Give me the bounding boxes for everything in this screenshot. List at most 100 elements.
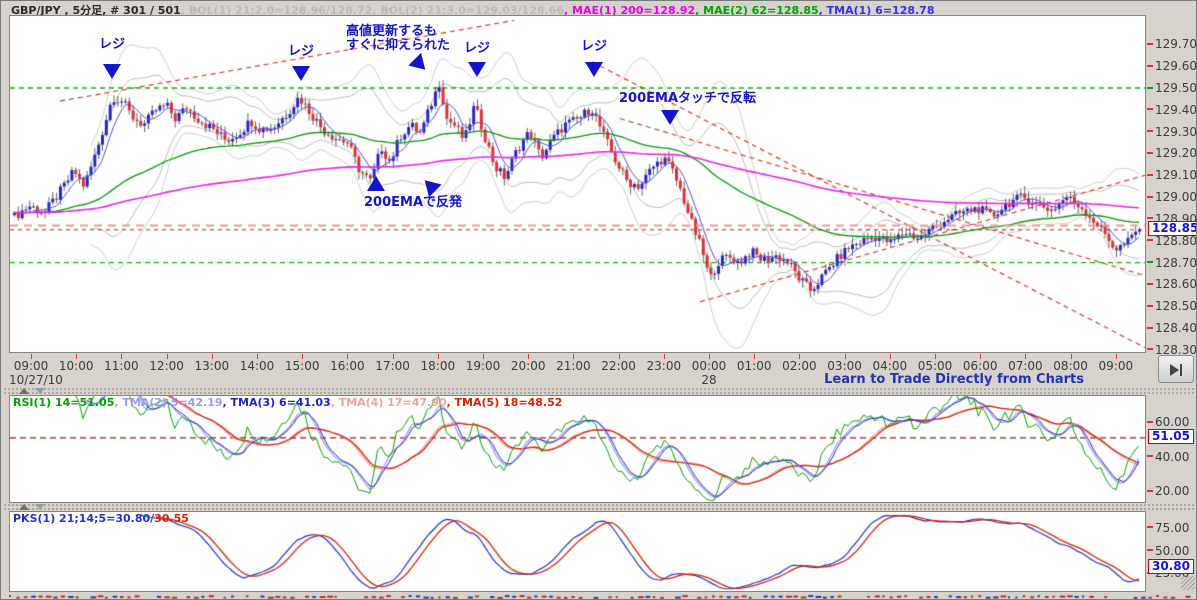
time-tick: [573, 354, 575, 359]
pks-current-box: 30.80: [1148, 558, 1194, 574]
time-tick: [1115, 354, 1117, 359]
legend-segment: , TMA(2) 5=42.19: [114, 396, 223, 409]
arrow-marker-down: [661, 110, 679, 125]
price-tick-label: 129.30: [1147, 125, 1196, 139]
time-label: 18:00: [420, 359, 456, 373]
price-tick-label: 128.40: [1147, 321, 1196, 335]
chart-annotation-text: レジ: [98, 37, 126, 52]
price-tick-label: 128.30: [1147, 343, 1196, 357]
main-chart-legend: GBP/JPY , 5分足, # 301 / 501, BOL(1) 21;2.…: [11, 2, 935, 17]
rsi-canvas[interactable]: [10, 396, 1145, 502]
jump-to-latest-button[interactable]: [1158, 355, 1194, 383]
time-tick: [257, 354, 258, 359]
time-tick: [935, 354, 936, 359]
price-tick-label: 129.70: [1147, 37, 1196, 51]
time-label: 03:00: [827, 359, 862, 373]
time-tick: [844, 354, 846, 359]
price-tick-label: 128.70: [1147, 256, 1196, 270]
arrow-marker-down: [468, 62, 486, 77]
watermark-text: Learn to Trade Directly from Charts: [824, 372, 1084, 387]
time-label: 21:00: [556, 359, 591, 373]
window-resize-grip[interactable]: [1181, 576, 1195, 590]
splitter-handle-icon: [19, 504, 29, 510]
time-label: 20:00: [510, 359, 546, 373]
date-label: 10/27/10: [9, 373, 63, 387]
time-tick: [437, 354, 439, 359]
time-label: 23:00: [646, 359, 682, 373]
time-tick: [663, 354, 665, 359]
time-label: 16:00: [330, 359, 365, 373]
price-tick-label: 128.60: [1147, 277, 1196, 291]
pks-canvas[interactable]: [10, 512, 1145, 591]
time-label: 22:00: [601, 359, 636, 373]
rsi-tick-label: 40.00: [1147, 450, 1189, 464]
rsi-tick-label: 60.00: [1147, 415, 1189, 429]
arrow-marker-up: [418, 173, 442, 198]
splitter-handle-icon: [35, 504, 45, 510]
time-label: 01:00: [736, 359, 772, 373]
rsi-panel: RSI(1) 14=51.05, TMA(2) 5=42.19, TMA(3) …: [9, 395, 1146, 503]
time-label: 15:00: [284, 359, 320, 373]
panel-splitter-lower[interactable]: [3, 503, 1196, 511]
main-price-chart-panel: レジ レジ 高値更新するも すぐに抑えられた レジ レジ 200EMAタッチで反転 200EM…: [9, 15, 1146, 353]
chart-annotation-text: レジ: [287, 44, 315, 59]
time-tick: [528, 354, 530, 359]
pks-legend: PKS(1) 21;14;5=30.80/30.55: [13, 512, 189, 525]
legend-segment: , MAE(1) 200=128.92: [564, 4, 696, 17]
legend-segment: , TMA(3) 6=41.03: [222, 396, 331, 409]
price-tick-label: 129.20: [1147, 146, 1196, 160]
time-label: 02:00: [782, 359, 817, 373]
tick-data-strip: [9, 593, 1191, 599]
rsi-legend: RSI(1) 14=51.05, TMA(2) 5=42.19, TMA(3) …: [13, 396, 562, 409]
legend-segment: , TMA(1) 6=128.78: [818, 4, 935, 17]
day-label: 28: [701, 373, 717, 387]
price-tick-label: 128.80: [1147, 234, 1196, 248]
arrow-marker-down: [103, 64, 121, 79]
time-label: 04:00: [872, 359, 908, 373]
chart-annotation-text: レジ: [463, 41, 491, 56]
arrow-marker-down: [408, 52, 432, 77]
time-label: 10:00: [58, 359, 94, 373]
time-tick: [754, 354, 756, 359]
legend-segment: , BOL(1) 21;2.0=128.96/128.72, BOL(2) 21…: [180, 4, 564, 17]
time-label: 14:00: [239, 359, 275, 373]
time-label: 13:00: [194, 359, 230, 373]
pks-tick-label: 50.00: [1147, 544, 1189, 558]
time-tick: [483, 354, 484, 359]
end-bar-icon: [1180, 363, 1182, 376]
legend-segment: , TMA(5) 18=48.52: [446, 396, 563, 409]
arrow-marker-down: [585, 62, 603, 77]
chart-annotation-text: 200EMAで反発: [364, 195, 463, 210]
time-label: 17:00: [375, 359, 410, 373]
time-label: 08:00: [1053, 359, 1088, 373]
time-label: 19:00: [465, 359, 501, 373]
time-label: 00:00: [691, 359, 727, 373]
splitter-handle-icon: [19, 388, 29, 394]
time-tick: [121, 354, 123, 359]
candlestick-canvas[interactable]: [10, 16, 1145, 352]
time-label: 07:00: [1008, 359, 1043, 373]
annotation-layer: レジ レジ 高値更新するも すぐに抑えられた レジ レジ 200EMAタッチで反転 200EM…: [10, 16, 1145, 352]
time-tick: [799, 354, 801, 359]
chart-annotation-text: レジ: [580, 39, 608, 54]
price-tick-label: 129.10: [1147, 168, 1196, 182]
arrow-marker-up: [367, 176, 385, 191]
time-label: 12:00: [149, 359, 184, 373]
time-tick: [709, 354, 710, 359]
panel-splitter-upper[interactable]: [3, 387, 1196, 395]
price-tick-label: 129.40: [1147, 103, 1196, 117]
time-tick: [1070, 354, 1072, 359]
pks-tick-label: 75.00: [1147, 521, 1189, 535]
legend-segment: PKS(1) 21;14;5=30.80/: [13, 512, 155, 525]
current-price-box: 128.85: [1148, 220, 1196, 236]
time-tick: [31, 354, 32, 359]
time-tick: [166, 354, 168, 359]
rsi-tick-label: 20.00: [1147, 484, 1189, 498]
time-label: 11:00: [104, 359, 139, 373]
price-tick-label: 129.60: [1147, 59, 1196, 73]
time-tick: [889, 354, 891, 359]
time-label: 06:00: [962, 359, 998, 373]
splitter-handle-icon: [35, 388, 45, 394]
